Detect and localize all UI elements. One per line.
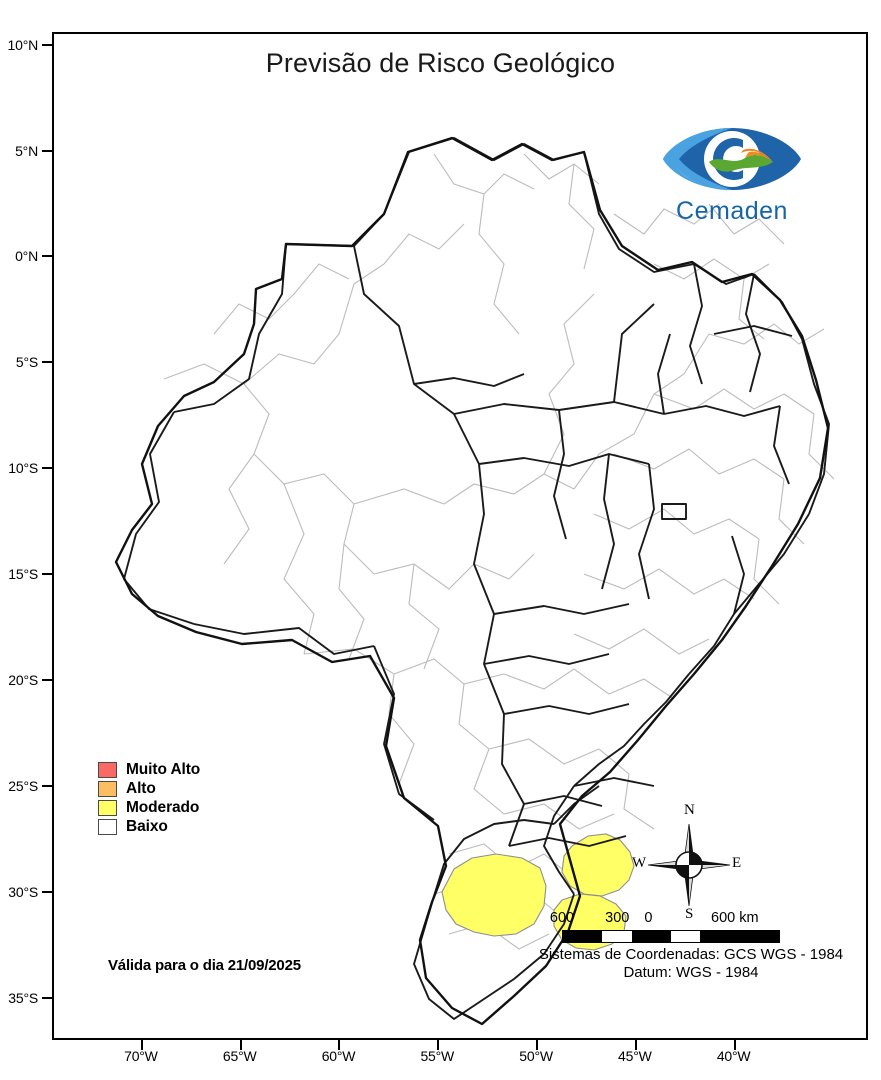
risk-region-rs-central — [441, 853, 547, 937]
legend-item-alto[interactable]: Alto — [98, 779, 200, 798]
legend-label-0: Muito Alto — [126, 760, 201, 778]
legend-label-3: Baixo — [126, 817, 168, 835]
map-canvas[interactable]: Cemaden Muito Alto Alto Moderado Baixo Váli… — [52, 32, 868, 1040]
scale-bar-label-1: 300 — [605, 910, 630, 926]
scale-bar-segment-1 — [602, 931, 632, 942]
scale-bar-label-3: 600 km — [711, 910, 759, 926]
legend-swatch-1 — [98, 780, 117, 797]
x-axis-tick-label-6: 40°W — [716, 1048, 751, 1064]
y-axis-tick-mark-2 — [42, 255, 52, 258]
legend-swatch-0 — [98, 761, 117, 778]
compass-icon — [647, 823, 731, 907]
y-axis-tick-label-1: 5°N — [15, 142, 38, 159]
scale-bar-graphic — [562, 930, 780, 943]
x-axis-tick-mark-4 — [536, 1040, 539, 1050]
x-axis-tick-mark-0 — [140, 1040, 143, 1050]
y-axis-tick-label-7: 25°S — [8, 777, 38, 794]
y-axis-tick-label-6: 20°S — [8, 672, 38, 688]
scale-bar-segment-0 — [563, 931, 603, 942]
y-axis-tick-label-3: 5°S — [15, 354, 38, 371]
scale-bar-segment-4 — [700, 931, 779, 942]
compass-west-label: W — [632, 855, 647, 871]
y-axis-tick-mark-3 — [42, 361, 52, 364]
y-axis-tick-mark-6 — [42, 679, 52, 681]
legend-item-baixo[interactable]: Baixo — [98, 817, 200, 836]
y-axis-tick-mark-0 — [42, 43, 52, 46]
compass-rose: N S E W — [632, 802, 744, 922]
y-axis-tick-label-0: 10°N — [7, 36, 39, 53]
x-axis-tick-label-5: 45°W — [618, 1048, 652, 1064]
valid-date-text: Válida para o dia 21/09/2025 — [108, 957, 301, 974]
scale-bar-block: 600 300 0 600 km Sistemas de Coordenadas: G… — [526, 910, 856, 982]
legend-label-2: Moderado — [126, 798, 200, 816]
x-axis-tick-mark-3 — [437, 1040, 440, 1050]
datum-line: Datum: WGS - 1984 — [623, 964, 759, 981]
x-axis-tick-label-4: 50°W — [519, 1048, 553, 1064]
y-axis-tick-mark-7 — [42, 784, 52, 787]
x-axis-tick-mark-6 — [733, 1040, 736, 1050]
coordinate-system-text: Sistemas de Coordenadas: GCS WGS - 1984 … — [526, 946, 856, 982]
scale-bar-label-0: 600 — [549, 910, 575, 926]
cemaden-logo-text: Cemaden — [676, 197, 788, 225]
y-axis-tick-label-5: 15°S — [8, 566, 38, 583]
scale-bar-label-2: 0 — [644, 910, 653, 926]
x-axis-tick-mark-1 — [239, 1040, 242, 1050]
legend-item-muito-alto[interactable]: Muito Alto — [98, 760, 200, 779]
y-axis-tick-mark-4 — [42, 467, 52, 470]
legend-label-1: Alto — [126, 779, 156, 797]
y-axis: 10°N 5°N 0°N 5°S 10°S 15°S 20°S 25°S 30°S 35°S — [0, 0, 52, 1080]
compass-south-label: S — [685, 906, 694, 922]
scale-bar-numbers: 600 300 0 600 km — [526, 910, 856, 930]
compass-east-label: E — [732, 855, 742, 871]
x-axis-tick-mark-5 — [634, 1040, 637, 1050]
cemaden-eye-icon — [663, 128, 801, 191]
x-axis-tick-label-2: 60°W — [321, 1048, 356, 1064]
y-axis-tick-mark-9 — [42, 996, 52, 999]
x-axis-tick-label-0: 70°W — [124, 1048, 158, 1064]
y-axis-tick-label-2: 0°N — [15, 248, 38, 265]
y-axis-tick-label-8: 30°S — [8, 883, 38, 900]
scale-bar-segment-2 — [631, 931, 671, 942]
y-axis-tick-mark-1 — [42, 149, 52, 152]
cemaden-logo: Cemaden — [657, 122, 807, 225]
y-axis-tick-label-4: 10°S — [8, 460, 38, 477]
coordinate-system-line: Sistemas de Coordenadas: GCS WGS - 1984 — [538, 946, 844, 963]
compass-north-label: N — [684, 802, 695, 818]
x-axis-tick-mark-2 — [338, 1040, 341, 1050]
risk-region-sc-north — [561, 833, 635, 897]
x-axis-tick-label-3: 55°W — [420, 1048, 455, 1064]
page-title: Previsão de Risco Geológico — [265, 48, 616, 78]
legend-item-moderado[interactable]: Moderado — [98, 798, 200, 817]
municipality-borders — [163, 153, 835, 950]
scale-bar-segment-3 — [670, 931, 701, 942]
brazil-map-svg — [114, 136, 835, 1026]
country-outline — [114, 136, 830, 1026]
risk-legend: Muito Alto Alto Moderado Baixo — [98, 760, 200, 836]
y-axis-tick-mark-5 — [42, 573, 52, 576]
x-axis-tick-label-1: 65°W — [222, 1048, 257, 1064]
y-axis-tick-label-9: 35°S — [8, 989, 38, 1006]
y-axis-tick-mark-8 — [42, 890, 52, 893]
legend-swatch-3 — [98, 818, 117, 835]
risk-regions — [441, 833, 635, 951]
legend-swatch-2 — [98, 799, 117, 816]
